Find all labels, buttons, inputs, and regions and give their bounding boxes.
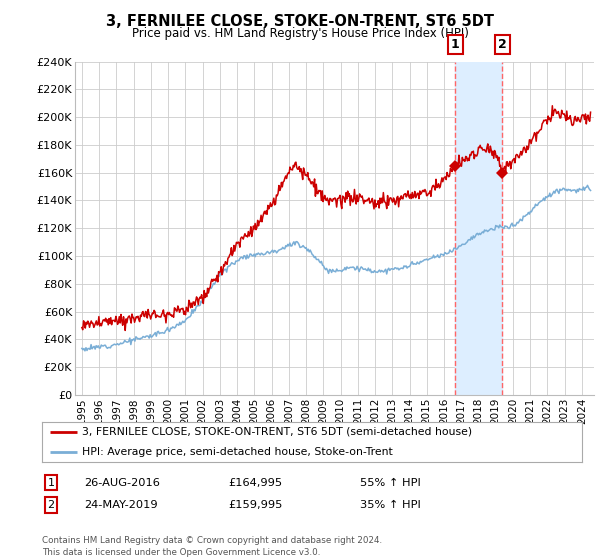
Text: 55% ↑ HPI: 55% ↑ HPI xyxy=(360,478,421,488)
Text: 3, FERNILEE CLOSE, STOKE-ON-TRENT, ST6 5DT: 3, FERNILEE CLOSE, STOKE-ON-TRENT, ST6 5… xyxy=(106,14,494,29)
Text: HPI: Average price, semi-detached house, Stoke-on-Trent: HPI: Average price, semi-detached house,… xyxy=(83,447,393,457)
Text: 24-MAY-2019: 24-MAY-2019 xyxy=(84,500,158,510)
Text: 26-AUG-2016: 26-AUG-2016 xyxy=(84,478,160,488)
Text: 2: 2 xyxy=(498,38,507,52)
Text: £164,995: £164,995 xyxy=(228,478,282,488)
Text: 35% ↑ HPI: 35% ↑ HPI xyxy=(360,500,421,510)
Text: 3, FERNILEE CLOSE, STOKE-ON-TRENT, ST6 5DT (semi-detached house): 3, FERNILEE CLOSE, STOKE-ON-TRENT, ST6 5… xyxy=(83,427,473,437)
Text: Price paid vs. HM Land Registry's House Price Index (HPI): Price paid vs. HM Land Registry's House … xyxy=(131,27,469,40)
Bar xyxy=(455,62,502,395)
Text: £159,995: £159,995 xyxy=(228,500,283,510)
Text: 1: 1 xyxy=(47,478,55,488)
Text: Contains HM Land Registry data © Crown copyright and database right 2024.
This d: Contains HM Land Registry data © Crown c… xyxy=(42,536,382,557)
Text: 1: 1 xyxy=(451,38,460,52)
Text: 2: 2 xyxy=(47,500,55,510)
